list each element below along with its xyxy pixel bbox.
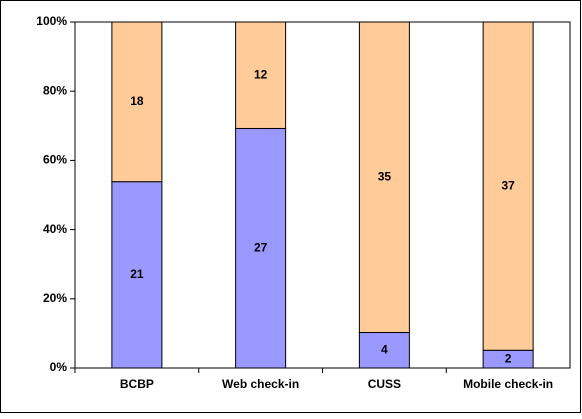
x-tick-label: CUSS	[368, 377, 401, 391]
data-label: 21	[130, 267, 144, 281]
y-tick-label: 60%	[43, 153, 67, 167]
y-tick-label: 80%	[43, 83, 67, 97]
y-tick-label: 0%	[50, 360, 68, 374]
bar-segment	[235, 127, 287, 369]
y-tick-label: 20%	[43, 291, 67, 305]
data-label: 35	[378, 169, 392, 183]
data-label: 27	[254, 240, 268, 254]
data-label: 2	[505, 351, 512, 365]
bar-segment	[358, 21, 410, 334]
bar-segment	[111, 181, 163, 369]
y-tick-label: 100%	[36, 14, 67, 28]
data-label: 4	[381, 342, 388, 356]
bar-segment	[482, 21, 534, 351]
bar-segment	[111, 21, 163, 183]
y-tick-label: 40%	[43, 222, 67, 236]
x-tick-label: Web check-in	[222, 377, 299, 391]
x-tick-label: Mobile check-in	[463, 377, 553, 391]
data-label: 12	[254, 67, 268, 81]
data-label: 18	[130, 94, 144, 108]
x-tick-label: BCBP	[120, 377, 154, 391]
data-label: 37	[501, 178, 515, 192]
bar-segment	[235, 21, 287, 129]
